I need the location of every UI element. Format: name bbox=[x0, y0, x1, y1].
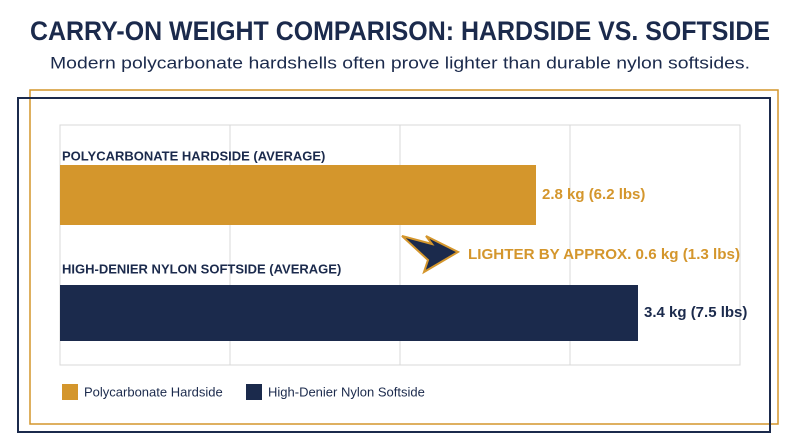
annotation: LIGHTER BY APPROX. 0.6 kg (1.3 lbs) bbox=[468, 246, 740, 263]
category-label: POLYCARBONATE HARDSIDE (AVERAGE) bbox=[62, 148, 325, 163]
legend-swatch bbox=[246, 384, 262, 400]
legend-label: Polycarbonate Hardside bbox=[84, 384, 223, 399]
category-label: HIGH-DENIER NYLON SOFTSIDE (AVERAGE) bbox=[62, 261, 341, 276]
chart-title: CARRY-ON WEIGHT COMPARISON: HARDSIDE VS.… bbox=[30, 16, 770, 46]
chart-subtitle: Modern polycarbonate hardshells often pr… bbox=[50, 53, 750, 72]
arrow-icon bbox=[401, 235, 461, 275]
value-label: 3.4 kg (7.5 lbs) bbox=[644, 304, 747, 321]
legend-label: High-Denier Nylon Softside bbox=[268, 384, 425, 399]
frame-inner bbox=[17, 97, 771, 433]
legend-swatch bbox=[62, 384, 78, 400]
bar bbox=[60, 165, 536, 225]
value-label: 2.8 kg (6.2 lbs) bbox=[542, 186, 645, 203]
bar bbox=[60, 285, 638, 341]
frame-outer bbox=[29, 89, 779, 425]
